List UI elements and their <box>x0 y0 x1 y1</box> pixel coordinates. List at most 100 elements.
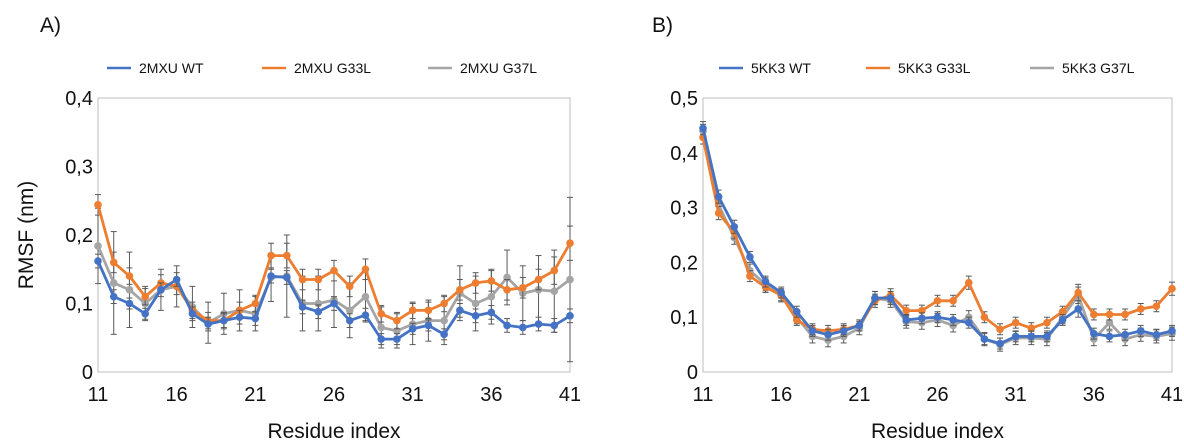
data-point <box>1121 310 1129 319</box>
data-point <box>1105 318 1114 327</box>
data-point <box>456 306 464 315</box>
data-point <box>424 321 433 330</box>
data-point <box>125 299 134 308</box>
data-point <box>235 313 244 322</box>
data-point <box>361 292 370 301</box>
data-point <box>94 201 102 209</box>
data-point <box>267 272 275 280</box>
data-point <box>440 330 448 339</box>
data-point <box>503 321 511 330</box>
x-tick-label: 41 <box>1161 384 1183 406</box>
data-point <box>980 313 989 322</box>
legend-entry: 2MXU WT <box>139 60 204 76</box>
plot-area-frame <box>702 97 1173 373</box>
x-tick-label: 11 <box>88 384 109 406</box>
data-point <box>361 311 370 319</box>
data-point <box>330 266 338 275</box>
data-point <box>902 316 911 324</box>
x-tick-label: 16 <box>770 384 792 406</box>
data-point <box>534 275 543 284</box>
data-point <box>251 314 260 323</box>
data-point <box>330 299 338 308</box>
data-point <box>125 286 134 294</box>
x-tick-label: 11 <box>693 384 714 406</box>
data-point <box>777 288 785 297</box>
y-tick-label: 0,4 <box>65 88 93 110</box>
data-point <box>964 318 973 327</box>
legend-entry: 5KK3 WT <box>751 60 811 76</box>
y-tick-label: 0,5 <box>670 88 698 110</box>
panel-label: B) <box>652 14 673 37</box>
data-point <box>141 292 149 301</box>
x-axis-label: Residue index <box>267 420 401 443</box>
y-tick-label: 0,3 <box>670 198 698 220</box>
data-point <box>393 335 401 343</box>
data-point <box>1105 310 1114 319</box>
x-tick-label: 21 <box>244 384 266 406</box>
y-tick-label: 0,3 <box>65 157 93 179</box>
data-point <box>1090 329 1098 338</box>
y-axis-label: RMSF (nm) <box>15 181 38 290</box>
data-point <box>839 327 848 335</box>
data-point <box>503 286 511 294</box>
series-line <box>701 127 1173 345</box>
data-point <box>949 296 957 305</box>
data-point <box>1090 310 1098 319</box>
x-tick-label: 16 <box>166 384 188 406</box>
data-point <box>714 209 723 217</box>
data-point <box>519 283 527 292</box>
data-point <box>550 266 559 275</box>
data-point <box>471 279 480 287</box>
data-point <box>1027 332 1036 341</box>
data-point <box>996 339 1004 348</box>
y-tick-label: 0 <box>687 362 698 384</box>
data-point <box>251 299 260 308</box>
data-point <box>283 251 291 260</box>
data-point <box>902 306 911 315</box>
data-point <box>1027 324 1036 332</box>
data-point <box>424 306 433 315</box>
data-point <box>345 306 354 315</box>
data-point <box>918 314 926 323</box>
y-tick-label: 0,1 <box>65 294 93 316</box>
data-point <box>746 253 754 261</box>
data-point <box>1136 327 1145 335</box>
data-point <box>471 299 480 308</box>
data-point <box>109 279 118 287</box>
x-tick-label: 31 <box>402 384 424 406</box>
legend-entry: 2MXU G37L <box>460 60 537 76</box>
data-point <box>746 272 754 280</box>
data-point <box>1043 318 1051 327</box>
data-point <box>440 316 448 325</box>
data-point <box>314 307 323 316</box>
data-point <box>220 316 228 325</box>
data-point <box>1074 288 1082 297</box>
data-point <box>377 335 386 343</box>
data-point <box>550 321 559 330</box>
series-1 <box>699 130 1176 337</box>
panel-label: A) <box>40 14 61 37</box>
data-point <box>964 278 973 287</box>
series-0 <box>94 253 574 346</box>
data-point <box>1136 305 1145 313</box>
data-point <box>408 306 417 315</box>
data-point <box>172 275 181 284</box>
data-point <box>886 294 895 302</box>
legend-entry: 5KK3 G33L <box>898 60 971 76</box>
data-point <box>1058 316 1067 324</box>
data-point <box>94 242 102 250</box>
data-point <box>314 299 323 308</box>
data-point <box>808 327 817 335</box>
data-point <box>408 325 417 333</box>
data-point <box>204 320 212 328</box>
data-point <box>730 222 739 231</box>
y-tick-label: 0,1 <box>670 307 698 329</box>
plot-area-frame <box>97 97 571 373</box>
x-tick-label: 31 <box>1005 384 1027 406</box>
data-point <box>109 292 118 301</box>
data-point <box>188 309 197 318</box>
data-point <box>314 275 323 284</box>
data-point <box>566 312 574 320</box>
data-point <box>298 275 307 284</box>
data-point <box>377 309 386 318</box>
